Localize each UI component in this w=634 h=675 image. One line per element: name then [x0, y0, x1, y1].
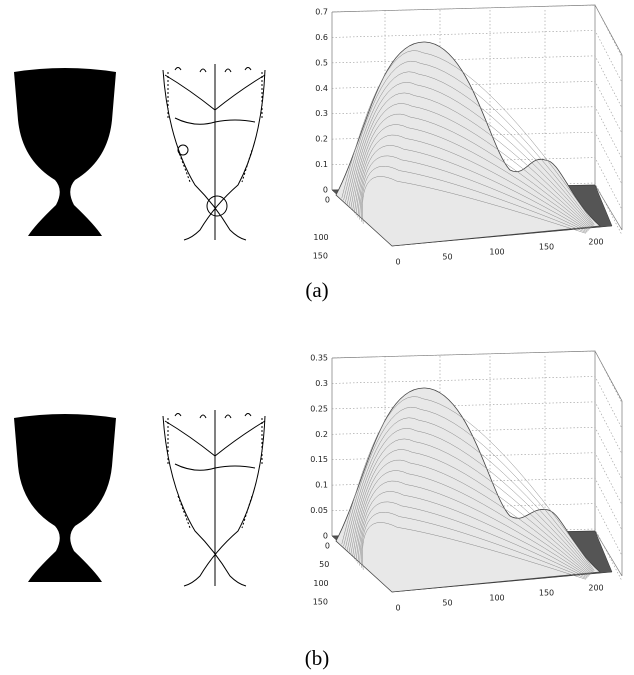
- x-tick-label: 100: [489, 248, 504, 257]
- z-tick-label: 0.35: [310, 354, 328, 363]
- skeleton-detail: [178, 145, 188, 155]
- figure: 0 0.1 0.2 0.3 0.4 0.5 0.6 0.7 0 100 150 0 50 100 150 20…: [0, 0, 634, 675]
- grid-line: [332, 376, 622, 428]
- y-tick-label: 0: [325, 196, 330, 205]
- y-tick-label: 100: [313, 233, 328, 242]
- x-tick-label: 200: [588, 238, 603, 247]
- grid-line: [332, 30, 622, 82]
- z-tick-label: 0.2: [315, 430, 328, 439]
- y-tick-label: 0: [325, 542, 330, 551]
- z-tick-label: 0.5: [315, 58, 328, 67]
- y-tick-label: 150: [313, 252, 328, 261]
- row-b: [14, 410, 265, 586]
- grid-line: [332, 5, 622, 57]
- z-tick-label: 0.25: [310, 404, 328, 413]
- row-a: [14, 64, 265, 240]
- caption: (b): [305, 646, 330, 670]
- silhouette: [14, 68, 116, 236]
- surface-plot: 0 0.05 0.1 0.15 0.2 0.25 0.3 0.35 0 50 100 150 0 50 10…: [310, 351, 622, 613]
- z-tick-label: 0.1: [315, 481, 328, 490]
- skeleton: [163, 410, 265, 586]
- x-tick-label: 200: [588, 584, 603, 593]
- x-tick-label: 100: [489, 594, 504, 603]
- x-tick-label: 150: [539, 243, 554, 252]
- grid-line: [332, 351, 622, 403]
- z-tick-label: 0: [323, 186, 328, 195]
- z-tick-label: 0.3: [315, 109, 328, 118]
- z-tick-label: 0.05: [310, 506, 328, 515]
- z-tick-label: 0.2: [315, 135, 328, 144]
- y-tick-label: 100: [313, 579, 328, 588]
- z-tick-label: 0.15: [310, 455, 328, 464]
- x-tick-label: 150: [539, 589, 554, 598]
- z-tick-label: 0.6: [315, 33, 328, 42]
- z-tick-label: 0.3: [315, 379, 328, 388]
- y-tick-label: 50: [319, 560, 329, 569]
- y-tick-label: 150: [313, 598, 328, 607]
- x-tick-label: 50: [442, 599, 452, 608]
- x-tick-label: 0: [395, 258, 400, 267]
- z-tick-label: 0.4: [315, 84, 328, 93]
- surface-plot: 0 0.1 0.2 0.3 0.4 0.5 0.6 0.7 0 100 150 0 50 100 150 20…: [313, 5, 622, 267]
- x-tick-label: 0: [395, 604, 400, 613]
- z-tick-label: 0: [323, 532, 328, 541]
- caption: (a): [305, 278, 328, 302]
- z-tick-label: 0.1: [315, 160, 328, 169]
- x-tick-label: 50: [442, 253, 452, 262]
- silhouette: [14, 414, 116, 582]
- z-tick-label: 0.7: [315, 8, 328, 17]
